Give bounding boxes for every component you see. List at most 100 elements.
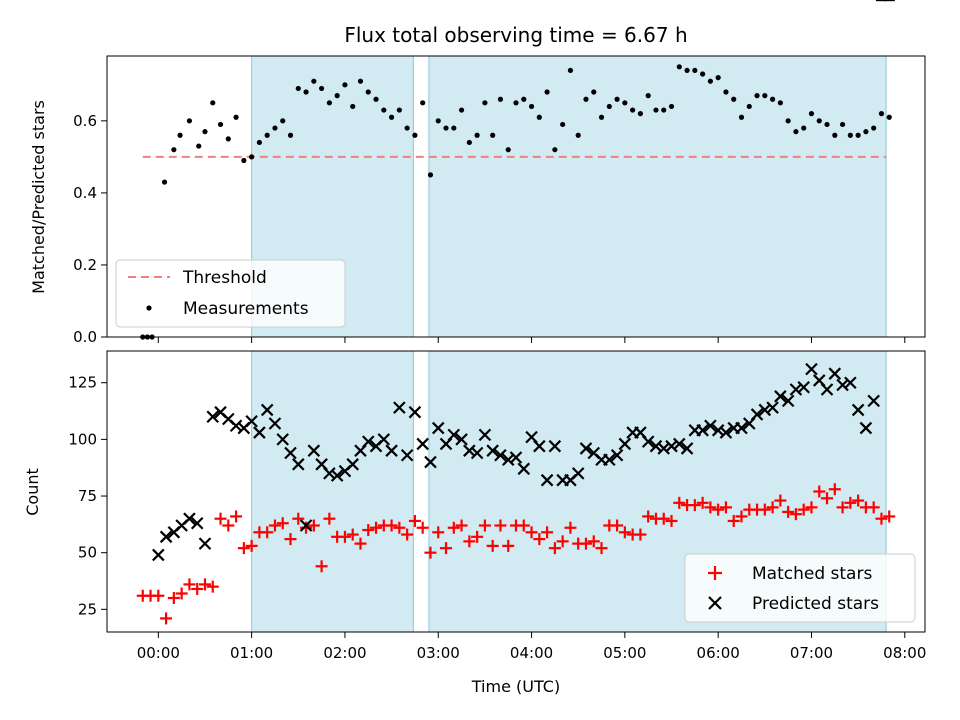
matched-star-point — [813, 485, 826, 498]
legend-predicted-label: Predicted stars — [752, 594, 879, 614]
predicted-star-point — [260, 403, 274, 417]
shaded-interval — [251, 350, 414, 633]
predicted-star-point — [571, 467, 585, 480]
predicted-star-point — [245, 414, 258, 428]
matched-star-point — [261, 526, 274, 539]
matched-star-point — [346, 528, 359, 541]
measurement-point — [311, 78, 317, 84]
predicted-star-point — [276, 433, 290, 446]
matched-star-point — [533, 533, 546, 546]
top-plot-frame — [106, 55, 926, 338]
predicted-star-point — [665, 439, 678, 453]
matched-star-point — [268, 519, 281, 532]
predicted-star-point — [673, 437, 686, 451]
top-panel: 0.0 0.2 0.4 0.6 Matched/Predicted stars Thr… — [29, 55, 926, 346]
matched-star-point — [416, 521, 429, 534]
legend-predicted-swatch — [708, 596, 722, 610]
measurement-point — [458, 107, 465, 113]
top-legend: Threshold Measurements — [115, 259, 346, 328]
measurement-point — [295, 85, 301, 92]
measurement-point — [552, 147, 558, 153]
matched-star-point — [587, 535, 600, 548]
measurement-point — [723, 89, 729, 95]
top-axes-ticks: 0.0 0.2 0.4 0.6 — [73, 112, 906, 346]
predicted-star-point — [719, 426, 733, 439]
matched-star-point — [191, 582, 204, 595]
measurement-point — [816, 118, 822, 124]
matched-star-point — [735, 510, 748, 523]
measurement-point — [746, 103, 752, 110]
predicted-star-point — [789, 383, 803, 396]
measurement-point — [878, 111, 885, 117]
chart-title: Flux total observing time = 6.67 h — [344, 23, 687, 47]
predicted-star-point — [704, 419, 717, 433]
measurement-point — [692, 67, 698, 74]
measurement-point — [653, 107, 659, 113]
matched-star-point — [432, 526, 445, 539]
measurement-point — [661, 107, 667, 113]
predicted-star-point — [711, 424, 725, 437]
measurement-point — [412, 132, 418, 138]
measurement-point — [521, 96, 527, 102]
measurement-point — [443, 125, 449, 131]
measurement-point — [381, 107, 387, 113]
measurement-point — [388, 114, 395, 120]
predicted-star-point — [268, 417, 282, 430]
measurement-point — [435, 118, 441, 124]
measurement-point — [451, 125, 457, 131]
predicted-star-point — [183, 512, 196, 525]
measurement-point — [707, 78, 713, 84]
measurement-point — [373, 96, 379, 102]
legend-measurements-label: Measurements — [183, 299, 309, 319]
predicted-star-point — [470, 446, 484, 460]
measurement-point — [645, 93, 651, 99]
bottom-axes-ticks: 00:00 01:00 02:00 03:00 04:00 05:00 06:00 07:00… — [68, 374, 926, 662]
matched-star-point — [478, 519, 491, 532]
matched-star-point — [673, 496, 686, 509]
predicted-star-point — [540, 473, 554, 487]
x-tick-label: 07:00 — [790, 644, 833, 662]
matched-star-point — [323, 512, 336, 525]
matched-star-point — [471, 530, 484, 543]
measurement-point — [622, 100, 628, 106]
measurement-point — [583, 96, 589, 102]
measurement-point — [886, 114, 892, 120]
x-tick-label: 02:00 — [323, 644, 366, 662]
matched-star-point — [214, 512, 227, 525]
predicted-star-point — [509, 451, 523, 464]
x-axis-label: Time (UTC) — [471, 677, 560, 696]
predicted-star-point — [377, 433, 391, 446]
matched-star-point — [502, 539, 515, 552]
x-tick-label: 01:00 — [230, 644, 273, 662]
predicted-star-point — [649, 439, 663, 453]
matched-star-point — [486, 539, 499, 552]
predicted-star-point — [828, 367, 842, 380]
matched-star-point — [727, 514, 740, 527]
matched-star-point — [579, 537, 592, 550]
measurement-point — [591, 89, 597, 95]
predicted-star-point — [455, 433, 468, 446]
predicted-star-markers — [152, 0, 895, 562]
predicted-star-point — [463, 444, 476, 457]
predicted-star-point — [610, 448, 624, 462]
legend-matched-label: Matched stars — [752, 564, 872, 584]
matched-star-point — [370, 521, 383, 534]
measurement-point — [490, 132, 496, 138]
measurement-point — [560, 121, 566, 128]
predicted-star-point — [229, 419, 243, 433]
bottom-plot-frame — [106, 350, 926, 633]
matched-star-point — [688, 499, 701, 512]
predicted-star-point — [735, 421, 748, 435]
matched-star-point — [852, 494, 865, 507]
measurement-point — [326, 100, 332, 106]
measurement-point — [249, 154, 255, 160]
measurement-point — [233, 114, 239, 120]
measurement-point — [280, 118, 286, 124]
matched-star-point — [362, 524, 375, 537]
measurement-point — [684, 67, 690, 74]
matched-star-point — [805, 501, 818, 514]
legend-matched-swatch — [708, 566, 722, 580]
measurement-point — [839, 121, 846, 128]
x-tick-label: 06:00 — [697, 644, 740, 662]
predicted-star-point — [307, 444, 321, 457]
